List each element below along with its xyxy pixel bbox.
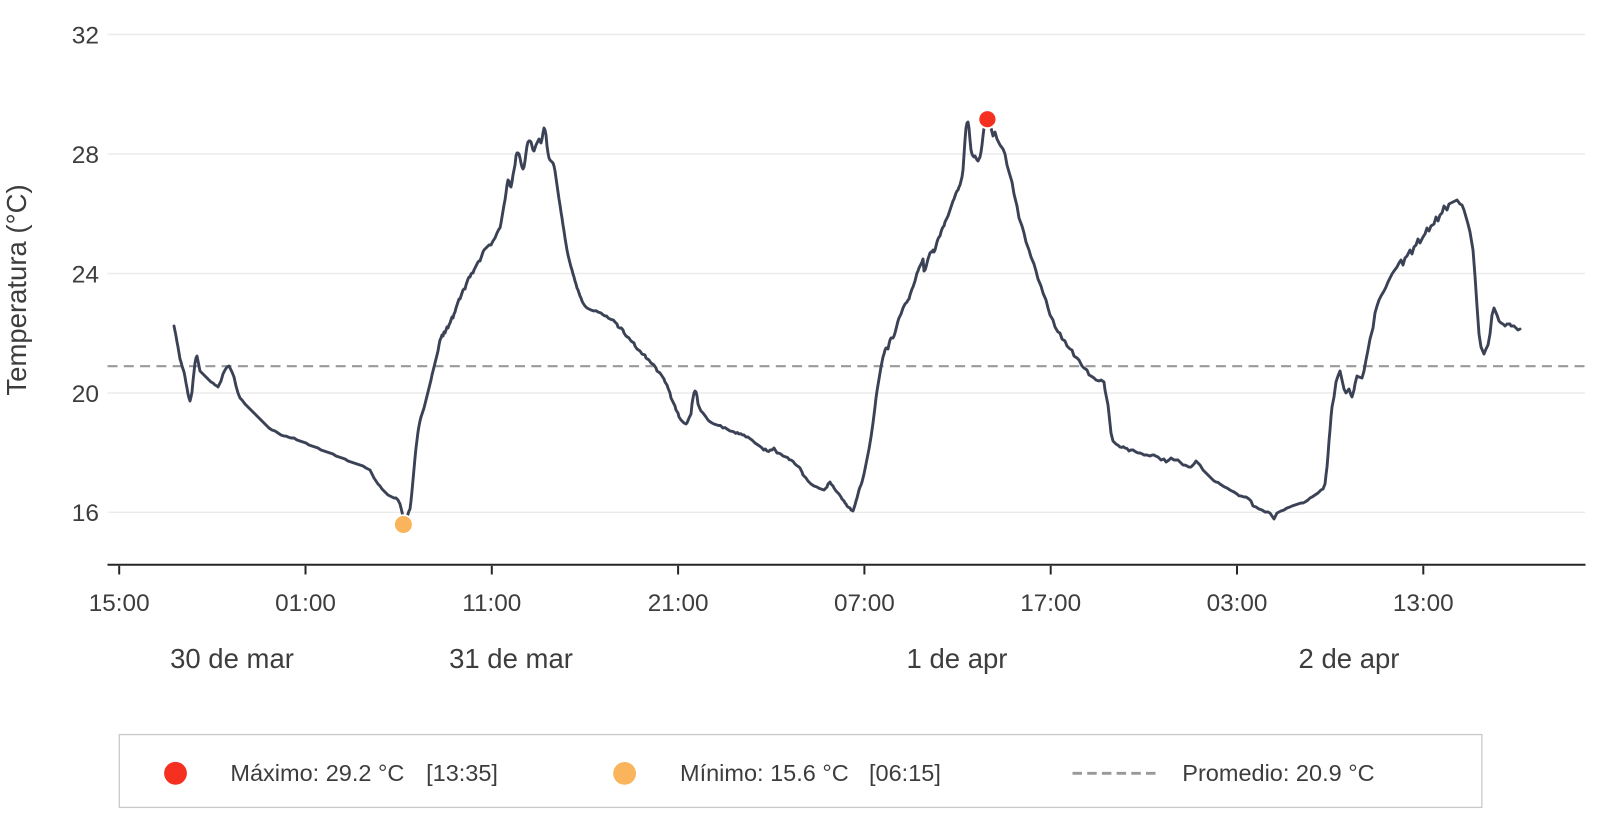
svg-text:11:00: 11:00: [462, 590, 521, 617]
svg-text:20: 20: [72, 381, 99, 408]
svg-text:16: 16: [72, 500, 99, 527]
svg-text:17:00: 17:00: [1020, 590, 1081, 617]
svg-text:15:00: 15:00: [89, 590, 150, 617]
svg-text:32: 32: [72, 22, 99, 49]
svg-text:2 de apr: 2 de apr: [1299, 643, 1400, 674]
svg-text:30 de mar: 30 de mar: [170, 643, 294, 674]
svg-text:28: 28: [72, 142, 99, 169]
svg-text:21:00: 21:00: [648, 590, 709, 617]
svg-text:24: 24: [72, 261, 99, 288]
svg-text:1 de apr: 1 de apr: [907, 643, 1008, 674]
svg-text:31 de mar: 31 de mar: [449, 643, 573, 674]
svg-text:03:00: 03:00: [1207, 590, 1268, 617]
svg-text:01:00: 01:00: [275, 590, 336, 617]
svg-text:07:00: 07:00: [834, 590, 895, 617]
svg-text:Máximo: 29.2 °C: Máximo: 29.2 °C: [230, 760, 404, 786]
svg-text:Mínimo: 15.6 °C: Mínimo: 15.6 °C: [680, 760, 849, 786]
svg-text:[06:15]: [06:15]: [869, 760, 941, 786]
svg-text:13:00: 13:00: [1393, 590, 1454, 617]
svg-text:[13:35]: [13:35]: [426, 760, 498, 786]
svg-text:Promedio: 20.9 °C: Promedio: 20.9 °C: [1182, 760, 1374, 786]
svg-text:Temperatura (°C): Temperatura (°C): [1, 184, 32, 395]
